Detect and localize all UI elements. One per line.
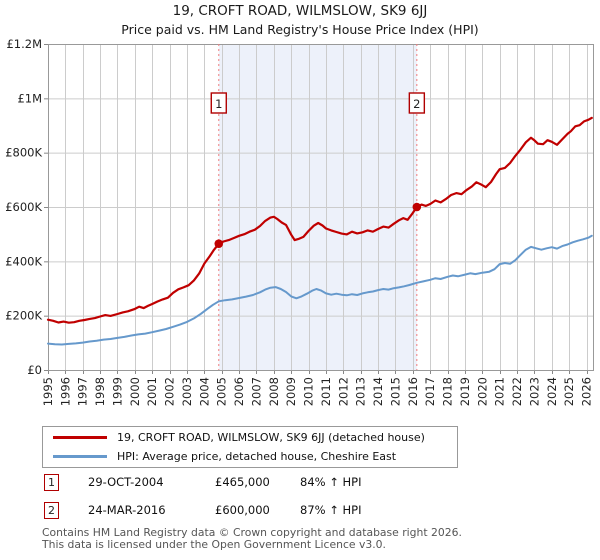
transaction-hpi-change: 87% ↑ HPI (300, 503, 362, 517)
svg-text:2019: 2019 (458, 377, 472, 406)
svg-text:2000: 2000 (128, 377, 142, 406)
svg-text:£0: £0 (27, 363, 42, 377)
price-history-chart: 1 2 £0 £200K £400K £600K £800K £1M £1.2M 1995 1996… (5, 37, 594, 406)
transaction-2-marker: 2 (44, 502, 59, 519)
svg-text:2023: 2023 (527, 377, 541, 406)
svg-text:£600K: £600K (5, 200, 42, 214)
page-subtitle: Price paid vs. HM Land Registry's House … (121, 22, 479, 37)
svg-text:2014: 2014 (371, 377, 385, 406)
sale-2-dot (412, 202, 422, 212)
svg-text:2018: 2018 (441, 377, 455, 406)
transaction-date: 24-MAR-2016 (88, 503, 166, 517)
svg-text:£800K: £800K (5, 146, 42, 160)
svg-text:2010: 2010 (302, 377, 316, 406)
svg-text:1998: 1998 (93, 377, 107, 406)
svg-text:2020: 2020 (475, 377, 489, 406)
svg-text:2009: 2009 (284, 377, 298, 406)
svg-text:2021: 2021 (493, 377, 507, 406)
transaction-1-marker: 1 (44, 474, 59, 491)
sale-2-marker-box: 2 (408, 92, 426, 114)
hpi-line (47, 234, 593, 346)
transaction-hpi-change: 84% ↑ HPI (300, 475, 362, 489)
sale-1-marker-box: 1 (210, 92, 227, 114)
svg-text:£1M: £1M (17, 91, 42, 105)
transaction-date: 29-OCT-2004 (88, 475, 164, 489)
x-axis-labels: 1995 1996 1997 1998 1999 2000 2001 2002 2003 2004… (41, 377, 594, 406)
svg-text:2007: 2007 (249, 377, 263, 406)
plot-frame (48, 44, 594, 371)
svg-text:1995: 1995 (41, 377, 55, 406)
svg-text:2026: 2026 (580, 377, 594, 406)
svg-text:1999: 1999 (110, 377, 124, 406)
svg-text:2005: 2005 (215, 377, 229, 406)
svg-text:2016: 2016 (406, 377, 420, 406)
price-paid-line (46, 116, 593, 324)
chart-legend: 19, CROFT ROAD, WILMSLOW, SK9 6JJ (detac… (42, 426, 458, 468)
footer-line-2: This data is licensed under the Open Gov… (42, 538, 386, 551)
svg-text:2024: 2024 (545, 377, 559, 406)
svg-text:2006: 2006 (232, 377, 246, 406)
hpi-line-swatch (53, 455, 107, 458)
transaction-price: £465,000 (215, 475, 270, 489)
transaction-price: £600,000 (215, 503, 270, 517)
svg-text:2008: 2008 (267, 377, 281, 406)
sale-1-dot (214, 239, 224, 248)
svg-text:1: 1 (215, 97, 222, 111)
transaction-row-1: 1 29-OCT-2004 £465,000 84% ↑ HPI (0, 474, 600, 494)
svg-text:2011: 2011 (319, 377, 333, 406)
svg-text:2003: 2003 (180, 377, 194, 406)
svg-text:2025: 2025 (562, 377, 576, 406)
svg-text:£200K: £200K (5, 309, 42, 323)
svg-text:2001: 2001 (145, 377, 159, 406)
transaction-row-2: 2 24-MAR-2016 £600,000 87% ↑ HPI (0, 502, 600, 522)
legend-label: 19, CROFT ROAD, WILMSLOW, SK9 6JJ (detac… (117, 431, 425, 444)
price-paid-line-swatch (53, 436, 107, 439)
legend-item-price-paid: 19, CROFT ROAD, WILMSLOW, SK9 6JJ (detac… (43, 430, 457, 446)
y-axis-labels: £0 £200K £400K £600K £800K £1M £1.2M (5, 37, 42, 377)
svg-text:2004: 2004 (197, 377, 211, 406)
svg-text:2013: 2013 (354, 377, 368, 406)
legend-label: HPI: Average price, detached house, Ches… (117, 450, 397, 463)
svg-text:2: 2 (413, 97, 420, 111)
svg-text:2002: 2002 (163, 377, 177, 406)
legend-item-hpi: HPI: Average price, detached house, Ches… (43, 449, 457, 465)
svg-text:1996: 1996 (58, 377, 72, 406)
svg-text:2017: 2017 (423, 377, 437, 406)
footer-line-1: Contains HM Land Registry data © Crown c… (42, 526, 462, 539)
svg-text:1997: 1997 (76, 377, 90, 406)
page-title: 19, CROFT ROAD, WILMSLOW, SK9 6JJ (172, 3, 428, 19)
svg-text:2022: 2022 (510, 377, 524, 406)
svg-text:£400K: £400K (5, 254, 42, 268)
svg-text:£1.2M: £1.2M (6, 37, 42, 51)
svg-text:2012: 2012 (336, 377, 350, 406)
license-footer: Contains HM Land Registry data © Crown c… (42, 527, 582, 551)
svg-text:2015: 2015 (388, 377, 402, 406)
